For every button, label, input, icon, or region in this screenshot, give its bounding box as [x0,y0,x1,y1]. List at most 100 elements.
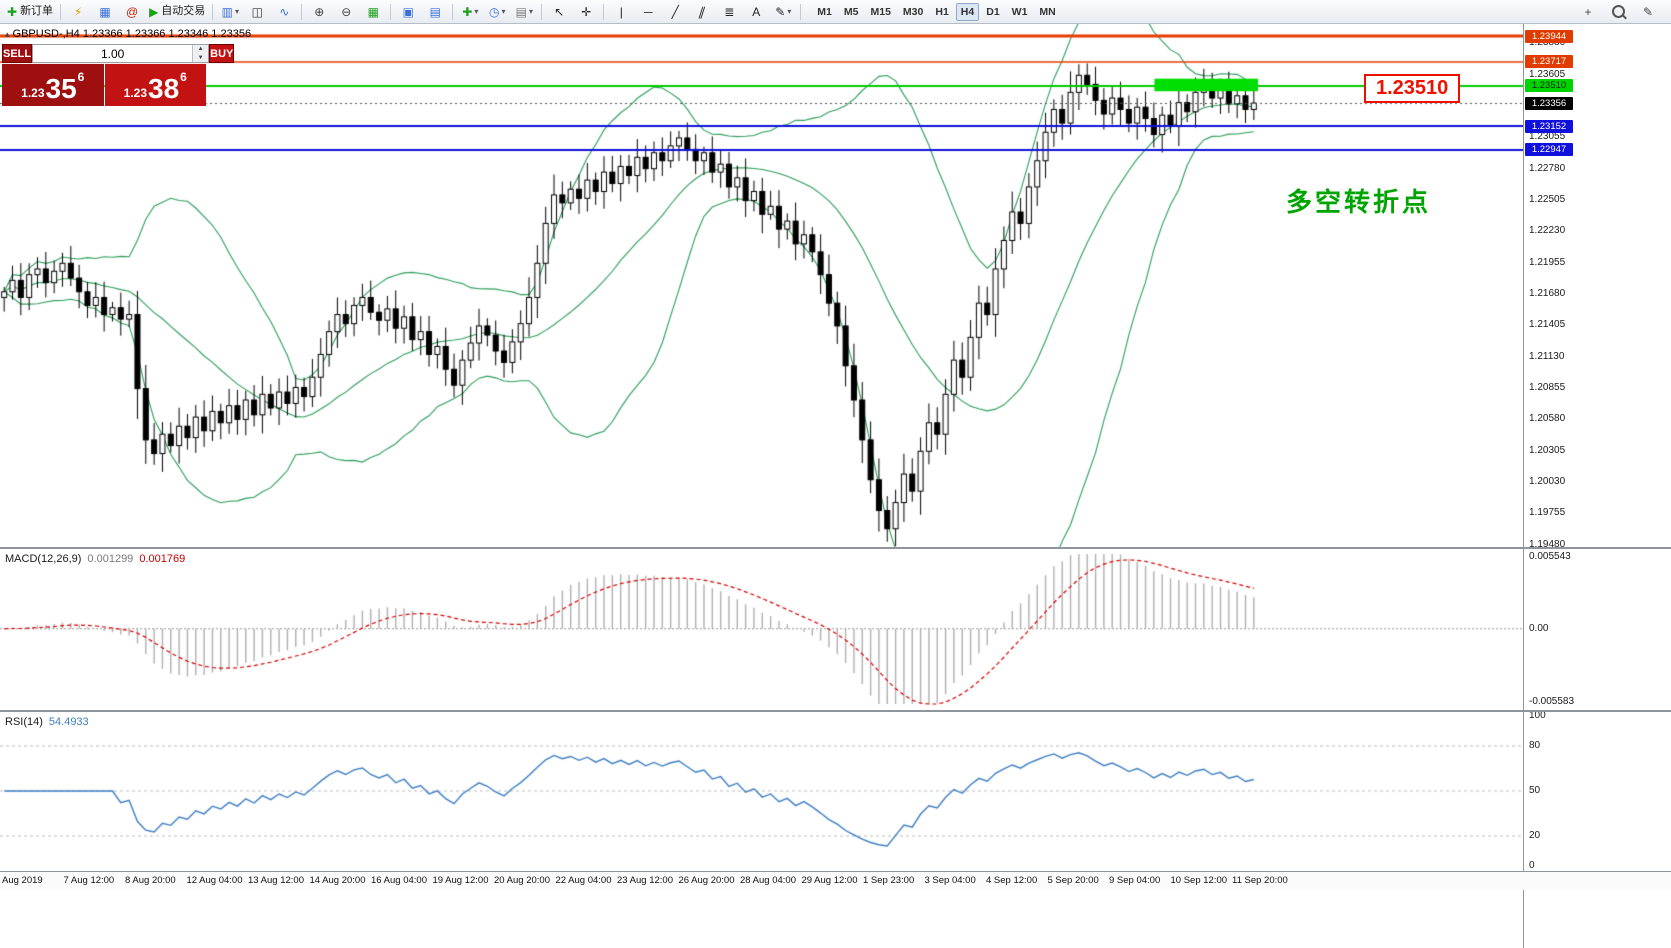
time-axis-label: 10 Sep 12:00 [1170,875,1228,886]
tile-windows-button[interactable]: ▣ [395,2,421,22]
candlestick-chart-icon: ◫ [251,4,263,19]
cursor-button[interactable]: ↖ [546,2,572,22]
price-level-chip: 1.23356 [1525,96,1573,110]
price-level-chip: 1.23510 [1525,79,1573,93]
chevron-down-icon[interactable]: ▾ [528,6,533,16]
edit-icon: ✎ [1642,4,1654,19]
main-chart-canvas[interactable] [0,24,1523,547]
volume-up-icon[interactable]: ▲ [193,45,209,54]
timeframe-group: M1 M5 M15 M30 H1 H4 D1 W1 MN [811,2,1061,21]
price-tick-label: 1.21955 [1529,256,1566,268]
price-tick-label: 1.21130 [1529,350,1565,362]
price-tick-label: 1.19480 [1529,538,1566,550]
text-button[interactable]: A [743,2,769,22]
timeframe-button-h4[interactable]: H4 [955,2,980,21]
price-level-label[interactable]: 1.23510 [1364,74,1461,103]
toolbar: ✚ 新订单 ⚡ ▦ @ ▶ 自动交易 ▥ ▾ ◫ ∿ ⊕ ⊖ ▦ ▣ ▤ ✚ ▾ ◷ ▾ ▤ ▾ ↖ ✛ | ─ ╱ ∥ ≣ A ✎ ▾ M1 M… [0,0,1671,24]
expert-advisors-button[interactable]: @ [119,2,145,22]
chevron-down-icon[interactable]: ▾ [787,6,792,16]
rsi-value: 54.4933 [48,716,89,728]
line-chart-button[interactable]: ∿ [271,2,297,22]
chevron-down-icon[interactable]: ▾ [501,6,506,16]
channel-button[interactable]: ∥ [689,2,715,22]
volume-box: ▲ ▼ [32,44,210,63]
sell-button[interactable]: SELL [2,44,33,63]
price-tick-label: 1.20855 [1529,382,1566,394]
volume-input[interactable] [33,45,193,62]
timeframe-button-w1[interactable]: W1 [1011,5,1028,18]
search-button[interactable] [1605,2,1631,22]
edit-button[interactable]: ✎ [1635,2,1661,22]
time-axis-label: 26 Aug 20:00 [678,875,735,886]
toolbar-separator [212,3,214,20]
timeframe-button-d1[interactable]: D1 [986,5,1000,18]
timeframe-button-m1[interactable]: M1 [817,5,832,18]
price-tick-label: 1.20580 [1529,413,1566,425]
macd-signal-value: 0.001769 [139,553,186,565]
auto-trading-button[interactable]: ▶ 自动交易 [146,2,208,22]
sell-price-display[interactable]: 1.23 35 6 [2,64,104,106]
cascade-windows-icon: ▤ [429,4,441,19]
macd-panel-canvas[interactable] [0,549,1523,709]
auto-trading-icon: ▶ [149,4,159,19]
timeframe-button-m15[interactable]: M15 [870,5,891,18]
trendline-button[interactable]: ╱ [662,2,688,22]
add-indicator-button[interactable]: ✚ ▾ [457,2,483,22]
toolbar-separator [541,3,543,20]
buy-price-sup: 6 [180,70,187,84]
panel-divider [0,871,1671,872]
price-scale[interactable]: 1.23880 1.23605 1.23055 1.22780 1.22505 1.222… [1523,24,1671,948]
time-axis-label: 3 Sep 04:00 [924,875,976,886]
mql-editor-button[interactable]: ⚡ [65,2,91,22]
channel-icon: ∥ [697,4,708,19]
rsi-panel-canvas[interactable] [0,712,1523,870]
period-button[interactable]: ◷ ▾ [484,2,510,22]
vertical-line-button[interactable]: | [608,2,634,22]
toolbar-separator [800,3,802,20]
market-watch-button[interactable]: ▦ [92,2,118,22]
timeframe-button-m5[interactable]: M5 [843,5,859,18]
time-axis[interactable]: Aug 2019 7 Aug 12:00 8 Aug 20:00 12 Aug 04:… [0,872,1671,890]
candlestick-chart-button[interactable]: ◫ [244,2,270,22]
fibonacci-button[interactable]: ≣ [716,2,742,22]
turning-point-annotation[interactable]: 多空转折点 [1286,187,1432,217]
price-tick-label: 1.20305 [1529,444,1566,456]
timeframe-button-mn[interactable]: MN [1039,5,1056,18]
grid-button[interactable]: ▦ [360,2,386,22]
horizontal-line-button[interactable]: ─ [635,2,661,22]
panel-divider[interactable] [0,547,1671,549]
collapse-icon[interactable]: ▴ [5,29,10,39]
toolbar-separator [60,3,62,20]
zoom-in-button[interactable]: ⊕ [306,2,332,22]
mql-editor-icon: ⚡ [73,4,83,19]
time-axis-label: 5 Sep 20:00 [1047,875,1099,886]
shapes-button[interactable]: ✎ ▾ [770,2,796,22]
zoom-out-button[interactable]: ⊖ [333,2,359,22]
volume-stepper[interactable]: ▲ ▼ [192,45,209,62]
grid-icon: ▦ [367,4,379,19]
volume-down-icon[interactable]: ▼ [193,53,209,62]
chevron-down-icon[interactable]: ▾ [234,6,239,16]
tile-windows-icon: ▣ [402,4,414,19]
new-order-button[interactable]: ✚ 新订单 [4,2,56,22]
price-tick-label: 1.19755 [1529,507,1566,519]
crosshair-button[interactable]: ✛ [573,2,599,22]
chevron-down-icon[interactable]: ▾ [474,6,479,16]
price-tick-label: 1.23605 [1529,68,1566,80]
trendline-icon: ╱ [671,4,679,19]
time-axis-label: 16 Aug 04:00 [371,875,427,886]
bar-chart-button[interactable]: ▥ ▾ [217,2,243,22]
panel-divider[interactable] [0,710,1671,712]
buy-price-display[interactable]: 1.23 38 6 [104,64,206,106]
template-button[interactable]: ▤ ▾ [511,2,537,22]
timeframe-button-m30[interactable]: M30 [902,5,924,18]
time-axis-label: 14 Aug 20:00 [309,875,366,886]
timeframe-button-h1[interactable]: H1 [935,5,949,18]
macd-scale-label: 0.005543 [1529,551,1571,562]
buy-button[interactable]: BUY [209,44,235,63]
time-axis-label: 23 Aug 12:00 [617,875,673,886]
new-chart-button[interactable]: + [1575,2,1601,22]
cascade-windows-button[interactable]: ▤ [422,2,448,22]
macd-main-value: 0.001299 [87,553,134,565]
